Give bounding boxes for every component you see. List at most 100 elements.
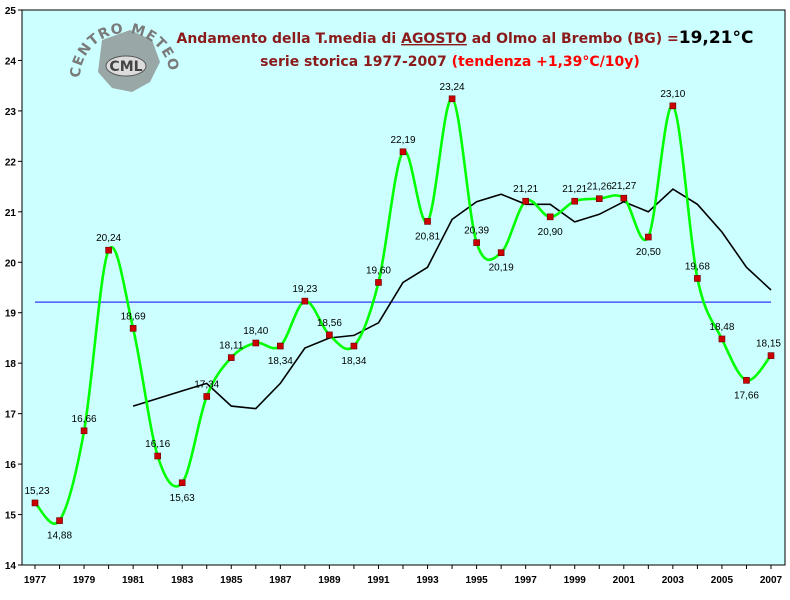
data-point-marker <box>203 393 211 400</box>
x-tick-label: 1993 <box>416 575 439 586</box>
x-tick-label: 2007 <box>760 575 783 586</box>
data-point-marker <box>399 148 407 156</box>
data-label: 21,21 <box>513 184 538 195</box>
y-tick-label: 24 <box>5 56 17 67</box>
x-tick-label: 1991 <box>367 575 390 586</box>
data-point-marker <box>252 339 260 347</box>
x-tick-label: 1977 <box>24 575 47 586</box>
data-label: 18,15 <box>756 339 781 350</box>
data-point-marker <box>669 102 677 110</box>
y-tick-label: 17 <box>5 410 17 421</box>
x-tick-label: 1987 <box>269 575 292 586</box>
data-point-marker <box>645 233 652 241</box>
data-label: 20,39 <box>464 226 489 237</box>
data-point-marker <box>571 197 579 205</box>
data-label: 19,23 <box>292 284 317 295</box>
moving-average-line <box>132 188 772 410</box>
logo-badge-text: CML <box>109 59 142 75</box>
data-point-marker <box>129 325 137 332</box>
data-label: 22,19 <box>390 135 415 146</box>
data-point-marker <box>301 297 309 305</box>
data-label: 17,66 <box>734 390 759 401</box>
x-tick-label: 1985 <box>220 575 243 586</box>
title-prefix: Andamento della T.media di <box>177 31 402 47</box>
data-point-marker <box>767 352 775 359</box>
data-point-marker <box>620 194 628 202</box>
x-tick-label: 1979 <box>73 575 96 586</box>
x-tick-label: 1997 <box>515 575 538 586</box>
title-series-range: serie storica 1977-2007 <box>260 54 451 70</box>
y-tick-label: 19 <box>5 309 17 320</box>
x-tick-label: 1983 <box>171 575 194 586</box>
data-label: 16,16 <box>145 439 170 450</box>
data-label: 18,48 <box>709 322 734 333</box>
data-point-marker <box>448 95 456 103</box>
data-point-marker <box>497 249 505 256</box>
title-trend: (tendenza +1,39°C/10y) <box>452 54 640 70</box>
data-label: 21,26 <box>587 182 612 193</box>
data-label: 20,24 <box>96 233 121 244</box>
y-tick-label: 25 <box>5 6 17 17</box>
y-tick-label: 14 <box>5 561 17 572</box>
title-suffix: ad Olmo al Brembo (BG) = <box>467 31 679 47</box>
data-point-marker <box>227 354 235 361</box>
data-point-marker <box>424 218 431 225</box>
data-label: 15,23 <box>24 486 49 497</box>
data-point-marker <box>473 239 480 246</box>
data-label: 20,19 <box>489 263 514 274</box>
data-label: 19,60 <box>366 265 391 276</box>
data-point-marker <box>154 452 161 460</box>
data-label: 15,63 <box>170 493 195 504</box>
data-label: 19,68 <box>685 261 710 272</box>
data-point-marker <box>105 246 112 254</box>
data-label: 17,34 <box>194 379 219 390</box>
data-point-marker <box>546 213 554 221</box>
data-point-marker <box>56 517 63 524</box>
data-label: 21,27 <box>611 181 636 192</box>
data-point-marker <box>595 195 603 202</box>
chart-title-line1: Andamento della T.media di AGOSTO ad Olm… <box>177 28 754 48</box>
y-tick-label: 22 <box>5 157 17 168</box>
data-label: 16,66 <box>72 414 97 425</box>
y-tick-label: 15 <box>5 511 17 522</box>
x-axis: 1977 1979 1981 1983 1985 1987 1989 1991 1993 1995… <box>22 564 785 586</box>
data-label: 18,69 <box>121 311 146 322</box>
data-point-marker <box>375 279 382 286</box>
data-point-marker <box>694 275 701 282</box>
data-label: 18,34 <box>341 356 366 367</box>
x-tick-label: 1999 <box>564 575 587 586</box>
data-label: 20,50 <box>636 247 661 258</box>
data-label: 14,88 <box>47 531 72 542</box>
data-point-marker <box>743 377 750 384</box>
data-point-marker <box>80 427 88 435</box>
x-tick-label: 2001 <box>613 575 636 586</box>
x-tick-label: 2005 <box>711 575 734 586</box>
data-point-marker <box>718 335 726 343</box>
x-tick-label: 1995 <box>465 575 488 586</box>
title-month: AGOSTO <box>401 31 467 47</box>
data-label-group: 15,23 14,88 16,66 20,24 18,69 16,16 15,63 17,34… <box>24 82 781 542</box>
data-label: 18,11 <box>219 341 244 352</box>
title-mean-value: 19,21°C <box>679 28 754 48</box>
data-point-marker <box>31 499 39 507</box>
data-label: 18,34 <box>268 356 293 367</box>
data-label: 23,10 <box>660 89 685 100</box>
data-point-marker <box>522 197 529 205</box>
marker-group <box>31 95 775 524</box>
y-tick-label: 18 <box>5 359 17 370</box>
y-tick-label: 23 <box>5 107 17 118</box>
chart-title-line2: serie storica 1977-2007 (tendenza +1,39°… <box>260 54 640 70</box>
data-label: 18,56 <box>317 318 342 329</box>
y-tick-label: 21 <box>5 208 17 219</box>
data-label: 20,81 <box>415 231 440 242</box>
x-tick-label: 1981 <box>122 575 145 586</box>
x-tick-label: 1989 <box>318 575 341 586</box>
x-tick-label: 2003 <box>662 575 685 586</box>
data-label: 18,40 <box>243 326 268 337</box>
y-tick-label: 20 <box>5 258 17 269</box>
data-label: 20,90 <box>538 227 563 238</box>
plot-area <box>21 9 786 566</box>
data-label: 21,21 <box>562 184 587 195</box>
